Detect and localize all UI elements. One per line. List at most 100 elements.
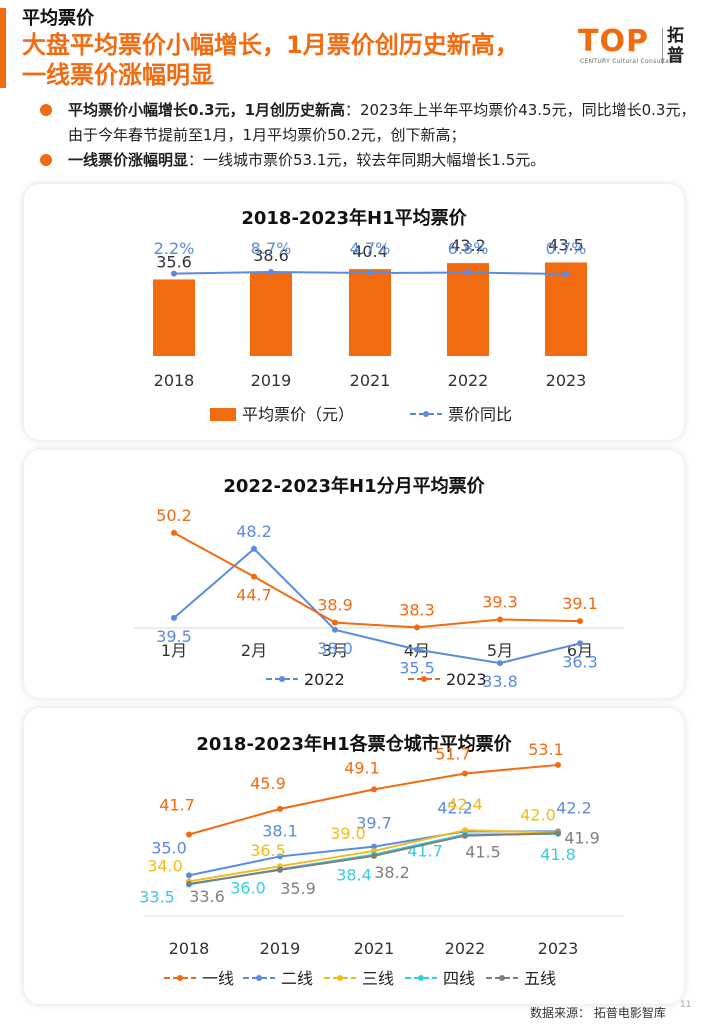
legend-bar-swatch [210,408,236,421]
x-tick-label: 2月 [241,641,267,660]
x-tick-label: 2018 [169,939,210,958]
monthly-price-chart: 2022-2023年H1分月平均票价1月2月3月4月5月6月39.548.238… [134,475,624,691]
series-point [371,843,377,850]
data-label: 48.2 [236,522,272,541]
bullet-item: 平均票价小幅增长0.3元，1月创历史新高：2023年上半年平均票价43.5元，同… [40,98,700,148]
series-point [497,660,503,667]
data-label: 36.0 [230,878,266,897]
bar [447,263,489,356]
bullet-dot-icon [40,104,52,116]
yoy-point [171,270,177,277]
data-label: 39.3 [482,592,518,611]
bar-value-label: 35.6 [156,252,192,271]
bullet-bold: 一线票价涨幅明显 [68,151,189,169]
x-tick-label: 2023 [538,939,579,958]
series-line [173,532,581,629]
data-label: 39.1 [562,594,598,613]
data-label: 42.0 [520,806,556,825]
chart-title: 2022-2023年H1分月平均票价 [223,475,485,497]
data-label: 42.2 [437,798,473,817]
yoy-point [367,270,373,276]
yoy-point [465,269,471,276]
series-point [251,573,257,580]
series-point [577,640,583,647]
data-label: 44.7 [236,586,272,605]
data-label: 39.7 [356,814,392,833]
data-label: 36.3 [562,652,598,671]
series-point [186,831,192,838]
accent-bar [0,8,6,88]
data-label: 33.5 [139,888,175,907]
data-label: 42.4 [447,795,483,814]
headline-line-1: 大盘平均票价小幅增长，1月票价创历史新高， [22,31,519,59]
bar [349,269,391,356]
data-label: 33.6 [189,887,225,906]
series-point [277,853,283,860]
monthly-price-card: 2022-2023年H1分月平均票价1月2月3月4月5月6月39.548.238… [24,450,684,698]
yoy-value-label: 8.7% [251,239,292,258]
data-label: 39.0 [330,824,366,843]
data-label: 41.5 [465,843,501,862]
series-point [277,805,283,812]
legend-tier-label: 四线 [443,969,475,988]
legend-tier-marker [499,975,505,981]
bullet-text: ：2023年上半年平均票价43.5元，同比增长0.3元，由于今年春节提前至1月，… [68,101,696,144]
x-tick-label: 2018 [154,371,195,390]
legend-tier-label: 一线 [202,969,234,988]
series-line [173,547,581,665]
legend-yoy-marker [423,411,429,417]
series-point [414,624,420,631]
data-label: 38.1 [262,821,298,840]
series-point [462,832,468,839]
x-tick-label: 3月 [322,641,348,660]
series-point [171,614,177,621]
bullet-list: 平均票价小幅增长0.3元，1月创历史新高：2023年上半年平均票价43.5元，同… [40,98,700,173]
x-tick-label: 2019 [260,939,301,958]
bar [250,273,292,356]
yoy-value-label: 0.7% [546,239,587,258]
legend-tier-marker [337,975,343,981]
x-tick-label: 5月 [487,641,513,660]
legend-tier-label: 五线 [524,969,556,988]
data-label: 38.2 [374,863,410,882]
legend-tier-marker [177,975,183,981]
series-point [462,827,468,834]
data-label: 33.8 [482,672,518,691]
data-label: 42.2 [556,798,592,817]
x-tick-label: 2021 [354,939,395,958]
legend-tier-marker [418,975,424,981]
legend-tier-label: 三线 [362,969,394,988]
series-point [555,830,561,837]
legend-yoy-label: 票价同比 [448,405,512,424]
series-point [555,761,561,768]
legend-2022-label: 2022 [304,670,345,689]
series-point [186,872,192,879]
x-tick-label: 2019 [251,371,292,390]
x-tick-label: 2022 [445,939,486,958]
bar-value-label: 38.6 [253,246,289,265]
bullet-dot-icon [40,154,52,166]
city-tier-price-chart: 2018-2023年H1各票仓城市平均票价 2018 2019 2021 2022 202… [139,733,624,988]
page-number: 11 [680,1000,692,1010]
x-tick-label: 2023 [546,371,587,390]
series-point [371,786,377,793]
series-point [577,618,583,625]
series-point [497,616,503,623]
data-source: 数据来源： 拓普电影智库 [530,1006,666,1020]
series-point [332,626,338,633]
legend-2022-marker [279,676,285,682]
data-label: 49.1 [344,758,380,777]
series-point [332,619,338,626]
bar [545,262,587,356]
chart-title: 2018-2023年H1各票仓城市平均票价 [196,733,512,755]
data-label: 51.7 [435,744,471,763]
legend-bar-label: 平均票价（元） [242,405,354,424]
top-logo: TOP CENTURY Cultural Consultation 拓普 [578,24,698,70]
data-label: 38.3 [399,600,435,619]
data-label: 41.9 [564,828,600,847]
data-label: 53.1 [528,740,564,759]
series-point [251,545,257,552]
chart-title: 2018-2023年H1平均票价 [241,207,467,229]
data-label: 38.0 [317,639,353,658]
bar-value-label: 40.4 [352,242,388,261]
